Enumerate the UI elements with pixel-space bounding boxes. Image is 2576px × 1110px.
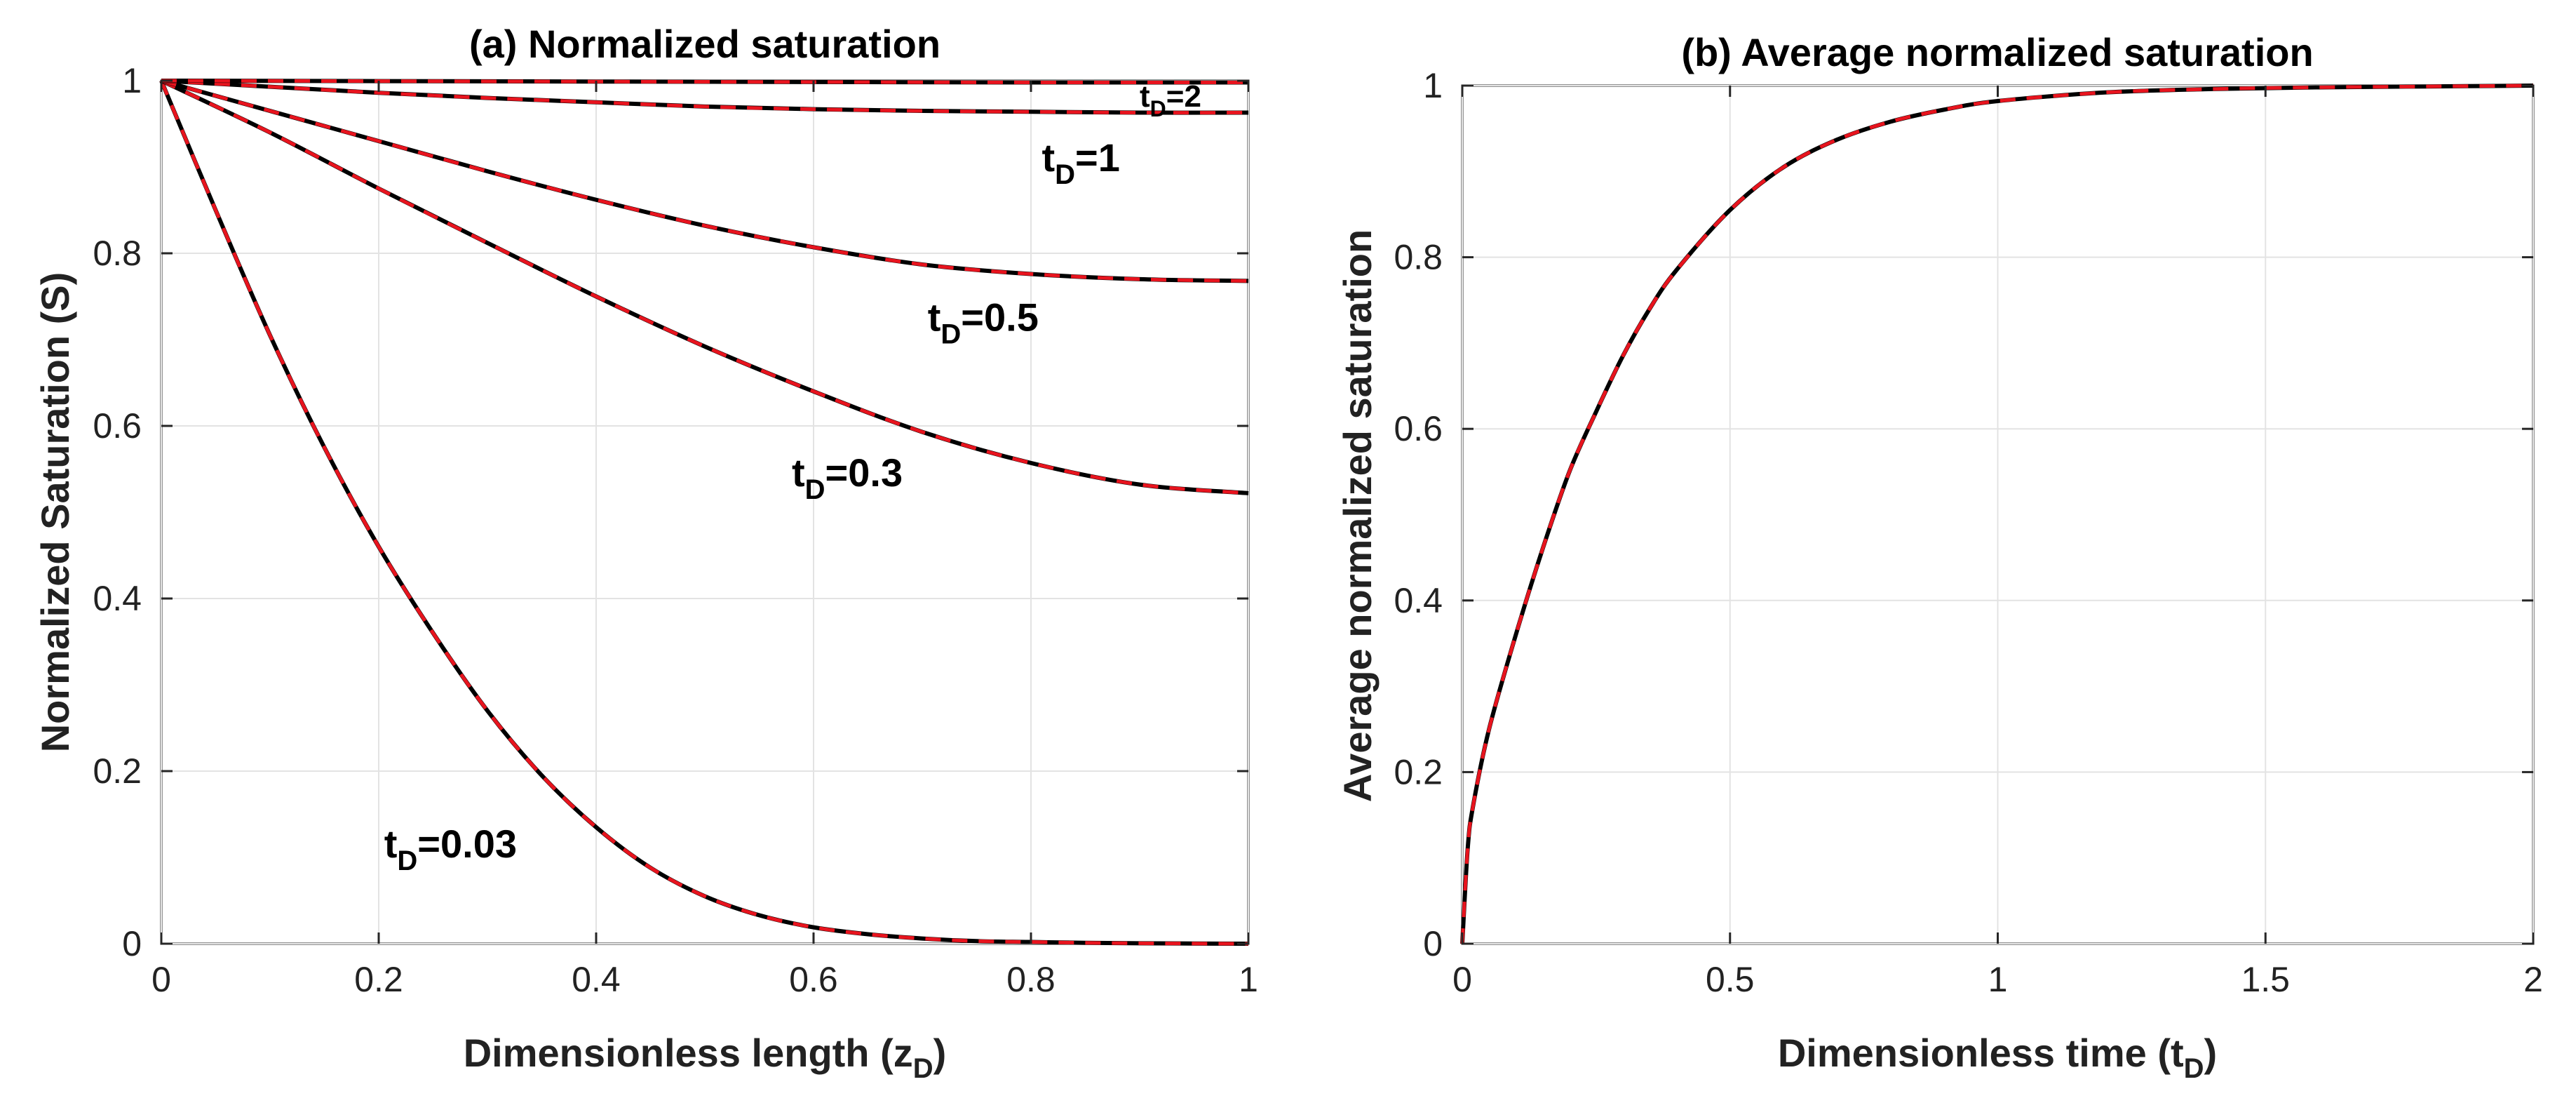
panel-a-series-t-d-0-5-dashed-line	[161, 79, 1249, 283]
panel-a-series-t-d-2-dashed-line	[161, 79, 1249, 85]
panel-a-x-axis-label: Dimensionless length (zD)	[464, 1031, 947, 1084]
panel-b-x-tick-label: 0	[1452, 960, 1472, 999]
panel-a-y-tick-label: 0.6	[93, 406, 142, 446]
panel-a-x-tick-label: 0.4	[572, 960, 621, 999]
panel-b-y-tick-label: 0.2	[1394, 752, 1443, 791]
panel-b-x-axis-label: Dimensionless time (tD)	[1778, 1031, 2217, 1084]
panel-b-y-tick-label: 1	[1423, 66, 1443, 105]
panel-b-y-tick-label: 0.4	[1394, 581, 1443, 620]
panel-a-annotation-t-d-0-5: tD=0.5	[928, 295, 1039, 350]
panel-a-annotation-t-d-2: tD=2	[1140, 79, 1201, 121]
panel-b-series-average-normalized-saturation-dashed-line	[1460, 83, 2534, 944]
panel-b-y-tick-label: 0	[1423, 924, 1443, 963]
panel-b-average-normalized-saturation: 0 0.5 1 1.5 2 0 0.2 0.4 0.6 0.8 1 (b) Average norm…	[1335, 30, 2543, 1084]
panel-a-annotation-t-d-0-03: tD=0.03	[384, 822, 517, 876]
panel-b-y-axis-label: Average normalized saturation	[1335, 229, 1380, 802]
panel-a-x-tick-label: 0	[151, 960, 171, 999]
panel-a-series-t-d-0-3-dashed-line	[160, 79, 1249, 495]
panel-a-title: (a) Normalized saturation	[469, 22, 940, 66]
panel-a-y-tick-label: 0.8	[93, 234, 142, 273]
panel-b-x-tick-label: 1	[1988, 960, 2008, 999]
panel-a-plot-area	[160, 79, 1250, 945]
panel-a-annotation-t-d-1: tD=1	[1042, 135, 1120, 190]
panel-a-y-tick-label: 0	[122, 924, 142, 963]
panel-a-y-axis-label: Normalized Saturation (S)	[33, 272, 77, 753]
panel-b-x-tick-label: 2	[2523, 960, 2543, 999]
panel-a-x-tick-label: 0.6	[789, 960, 838, 999]
panel-a-x-tick-label: 1	[1239, 960, 1258, 999]
panel-a-x-tick-label: 0.8	[1006, 960, 1056, 999]
panel-b-y-tick-label: 0.6	[1394, 409, 1443, 448]
panel-b-x-tick-label: 0.5	[1706, 960, 1755, 999]
panel-b-x-tick-label: 1.5	[2241, 960, 2290, 999]
panel-a-y-tick-label: 0.2	[93, 751, 142, 791]
panel-a-series-t-d-1-dashed-line	[161, 79, 1249, 115]
panel-b-title: (b) Average normalized saturation	[1681, 30, 2313, 74]
panel-a-y-tick-label: 1	[122, 61, 142, 100]
panel-a-series-t-d-0-03-dashed-line	[159, 80, 1249, 946]
panel-a-normalized-saturation: tD=0.03 tD=0.3 tD=0.5 tD=1 tD=2 0 0.2 0.4 0.6 0.…	[33, 22, 1258, 1084]
panel-a-x-tick-label: 0.2	[354, 960, 403, 999]
panel-a-y-tick-label: 0.4	[93, 579, 142, 618]
panel-b-y-tick-label: 0.8	[1394, 238, 1443, 277]
panel-a-annotation-t-d-0-3: tD=0.3	[792, 450, 903, 505]
